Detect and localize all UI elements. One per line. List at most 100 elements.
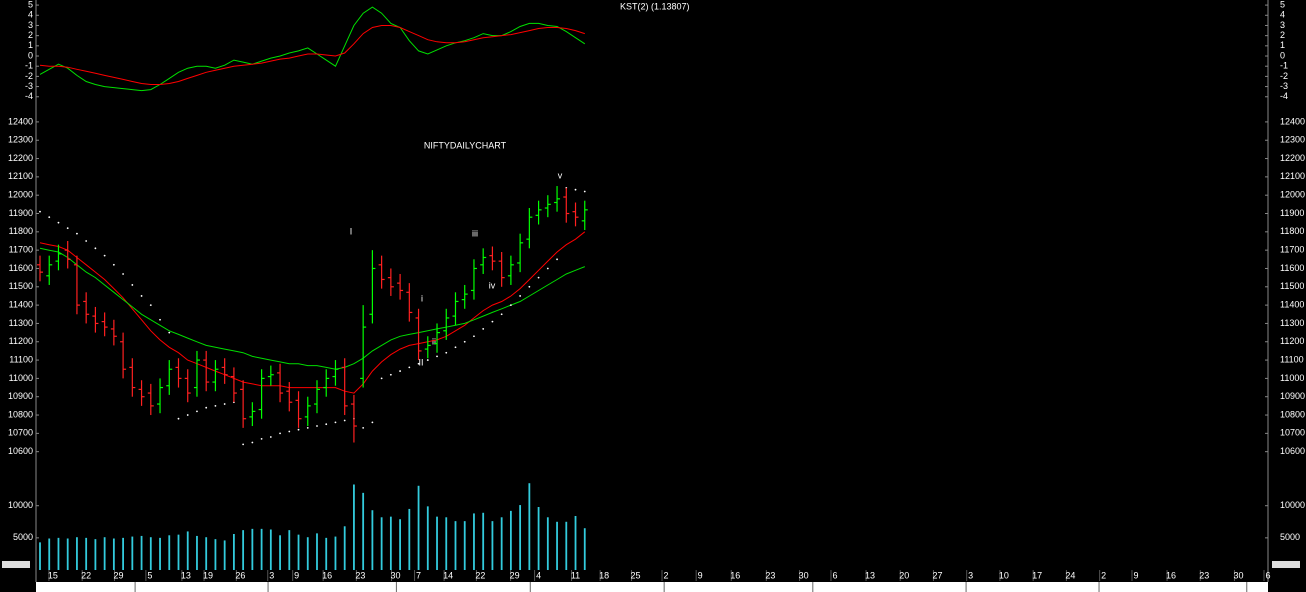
sar-dot [168,331,171,334]
month-label: 2020 [815,582,835,592]
sar-dot [325,423,328,426]
volume-bar [57,537,60,570]
volume-bar [445,517,448,570]
x-tick-label: 5 [147,570,152,580]
x-tick-label: 23 [765,570,775,580]
month-label: March [1101,582,1126,592]
sar-dot [574,188,577,191]
x-tick-label: 2 [663,570,668,580]
y-tick-label: 10900 [8,391,33,401]
y-tick-label-right: 12300 [1280,135,1305,145]
x-tick-label: 26 [235,570,245,580]
volume-bar [76,537,78,570]
wave-label: ii [432,336,436,346]
x-tick-label: 27 [932,570,942,580]
y-tick-label-right: 12200 [1280,153,1305,163]
sar-dot [223,403,226,405]
volume-bar [362,492,365,570]
volume-bar [371,510,374,570]
x-tick-label: 16 [322,570,332,580]
y-tick-label-right: 12100 [1280,171,1305,181]
volume-bar [343,526,346,570]
x-tick-label: 23 [1199,570,1209,580]
series-line [39,25,585,85]
sar-dot [94,247,97,250]
y-tick-label: -2 [25,71,33,81]
sar-dot [251,441,254,444]
month-strip [36,582,1268,592]
x-tick-label: 6 [832,570,837,580]
x-tick-label: 20 [899,570,909,580]
y-tick-label: 0 [28,50,33,60]
sar-dot [473,335,475,338]
volume-bar [112,538,115,570]
y-tick-label: 11400 [9,299,33,309]
volume-bar [574,516,577,570]
sar-dot [186,414,189,416]
wave-label: iii [472,228,478,238]
volume-bar [232,534,235,570]
series-line [39,231,586,394]
month-label: December [666,582,708,592]
y-tick-label: 2 [28,30,33,40]
y-tick-label: 5000 [13,532,33,542]
y-tick-label: 10700 [8,428,33,438]
y-tick-label: -4 [25,91,33,101]
sar-dot [131,284,134,286]
y-tick-label: 11300 [9,318,33,328]
volume-bar [149,537,152,570]
sar-dot [196,410,198,413]
sar-dot [417,362,420,365]
y-tick-label-right: 10600 [1280,446,1305,456]
y-tick-label-right: 11900 [1280,208,1304,218]
volume-bar [353,484,355,570]
sar-dot [371,421,374,424]
y-tick-label-right: 2 [1280,30,1285,40]
volume-bar [316,533,318,570]
sar-dot [463,340,466,343]
volume-bar [537,507,540,570]
volume-bar [260,528,263,570]
sar-dot [546,267,549,270]
x-tick-label: 17 [1032,570,1042,580]
x-tick-label: 30 [799,570,809,580]
y-tick-label: 12400 [8,116,33,126]
y-tick-label: 10600 [8,446,33,456]
y-tick-label-right: 5000 [1280,532,1300,542]
volume-bar [482,512,485,570]
x-tick-label: 9 [698,570,703,580]
x-tick-label: 9 [294,570,299,580]
volume-bar [334,536,337,570]
sar-dot [362,426,365,429]
x-tick-label: 30 [1233,570,1243,580]
volume-bar [509,510,512,570]
wave-label: II [418,357,423,367]
volume-bar [583,528,586,570]
x-tick-label: 19 [203,570,213,580]
volume-bar [408,508,411,570]
volume-bar [473,513,475,570]
y-tick-label-right: -4 [1280,91,1288,101]
y-tick-label: 10800 [8,409,33,419]
volume-bar [297,534,300,570]
series-line [39,247,585,370]
y-tick-label-right: 11700 [1280,245,1304,255]
y-tick-label-right: 11600 [1280,263,1304,273]
volume-bar [122,537,124,570]
wave-label: v [558,170,563,180]
x-tick-label: 14 [443,570,453,580]
y-tick-label: 12200 [8,153,33,163]
volume-bar [66,538,69,570]
y-tick-label-right: 11300 [1280,318,1304,328]
sar-dot [380,377,383,380]
x-tick-label: 29 [510,570,520,580]
x-tick-label: 16 [1166,570,1176,580]
sar-dot [537,276,540,279]
y-tick-label-right: -3 [1280,81,1288,91]
sar-dot [279,432,281,435]
volume-bar [94,539,97,570]
sar-dot [57,221,60,224]
x-tick-label: 3 [968,570,973,580]
volume-bar [325,537,328,570]
